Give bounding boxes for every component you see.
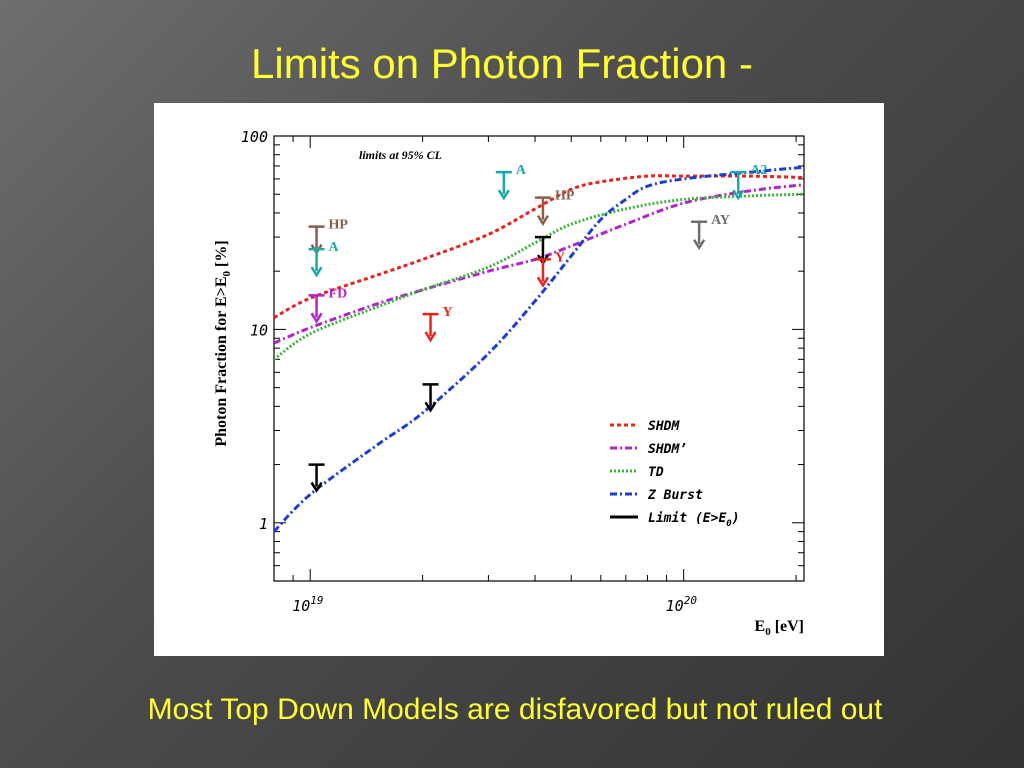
- x-tick-label: 1020: [666, 594, 698, 615]
- limit-arrowhead: [497, 189, 510, 201]
- limit-arrowhead: [310, 481, 323, 493]
- slide-caption: Most Top Down Models are disfavored but …: [147, 693, 883, 726]
- curve-z-burst: [274, 165, 804, 533]
- limit-label: Y: [555, 250, 565, 265]
- upper-limit-arrow: [308, 294, 325, 324]
- limit-arrowhead: [693, 239, 706, 251]
- upper-limit-arrow: [422, 312, 439, 343]
- limit-label: A: [329, 240, 340, 255]
- upper-limits: [308, 170, 747, 493]
- y-tick-label: 10: [250, 321, 268, 339]
- y-tick-label: 100: [241, 128, 268, 146]
- legend-label: SHDM: [648, 419, 680, 434]
- limit-label: HP: [555, 189, 575, 204]
- limit-arrowhead: [732, 189, 745, 201]
- limit-label: AY: [711, 213, 730, 228]
- limit-label: HP: [329, 218, 349, 233]
- y-tick-label: 1: [259, 515, 268, 533]
- limit-arrowhead: [536, 214, 550, 227]
- curve-td: [274, 192, 804, 361]
- upper-limit-arrow: [308, 463, 325, 493]
- limit-arrowhead: [310, 266, 323, 278]
- figure-panel: 1 10 100 1019 1020 E0 [eV] Photon Fraction for…: [154, 103, 884, 656]
- limit-arrowhead: [424, 401, 437, 413]
- limit-arrowhead: [424, 331, 437, 343]
- upper-limit-arrow: [534, 258, 551, 288]
- limit-label: A2: [750, 163, 767, 178]
- legend-label: Limit (E>E0): [648, 511, 740, 529]
- x-tick-label: 1019: [292, 594, 323, 615]
- chart-annotation: limits at 95% CL: [359, 148, 442, 162]
- slide-title: Limits on Photon Fraction -: [251, 40, 753, 87]
- limit-label: A: [516, 163, 527, 178]
- limit-arrowhead: [310, 312, 323, 324]
- legend-label: Z Burst: [647, 488, 703, 503]
- curve-shdm: [274, 183, 804, 345]
- y-axis-label: Photon Fraction for E>E0 [%]: [213, 240, 233, 446]
- chart-svg: 1 10 100 1019 1020 E0 [eV] Photon Fraction for…: [213, 128, 805, 638]
- upper-limit-arrow: [308, 247, 325, 278]
- limit-arrowhead: [536, 276, 550, 288]
- legend-label: TD: [648, 465, 664, 480]
- upper-limit-arrow: [534, 196, 551, 227]
- x-axis-label: E0 [eV]: [755, 618, 804, 638]
- upper-limit-arrow: [691, 220, 708, 251]
- limit-label: Y: [443, 305, 453, 320]
- upper-limit-arrow: [495, 170, 512, 201]
- upper-limit-arrow: [422, 383, 439, 413]
- upper-limit-arrow: [730, 170, 747, 201]
- curve-shdm: [274, 174, 804, 320]
- legend: SHDM SHDM’ TD Z Burst Limit (E>E0): [610, 419, 740, 529]
- limit-label: FD: [329, 286, 348, 301]
- legend-label: SHDM’: [648, 442, 687, 457]
